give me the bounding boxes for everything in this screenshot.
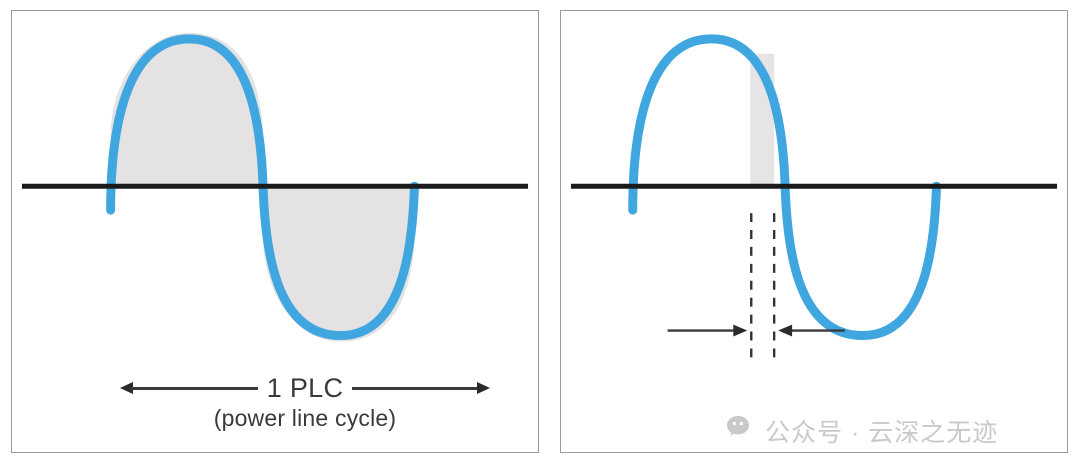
- watermark-text: 公众号 · 云深之无迹: [765, 419, 999, 447]
- negative-shaded-area: [263, 186, 415, 342]
- wechat-bubble-icon: [726, 415, 756, 448]
- arrow-left-segment: [120, 381, 258, 395]
- tenth-plc-waveform-svg: [570, 34, 1058, 362]
- watermark: 公众号 · 云深之无迹: [726, 413, 998, 449]
- tenth-plc-panel: 0.1 PLC (power line cycle): [560, 10, 1068, 453]
- one-plc-caption: 1 PLC (power line cycle): [120, 373, 491, 432]
- one-plc-arrow-row: 1 PLC: [120, 373, 491, 403]
- positive-shaded-area: [110, 32, 264, 187]
- one-plc-label: 1 PLC: [266, 373, 344, 403]
- inward-arrow-right-head-icon: [778, 324, 793, 337]
- arrow-right-segment: [352, 381, 491, 395]
- one-plc-waveform-svg: [21, 32, 529, 342]
- one-plc-sublabel: (power line cycle): [213, 405, 397, 432]
- one-plc-panel: 1 PLC (power line cycle): [11, 10, 539, 453]
- inward-arrow-left-head-icon: [733, 324, 748, 337]
- arrow-head-right-icon: [477, 382, 491, 395]
- arrow-head-left-icon: [120, 382, 133, 395]
